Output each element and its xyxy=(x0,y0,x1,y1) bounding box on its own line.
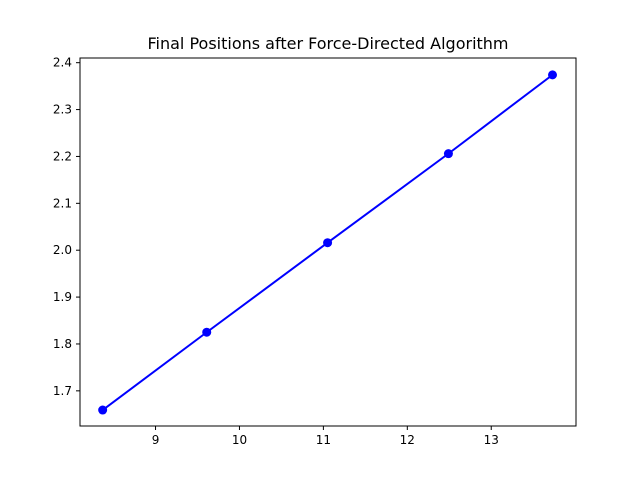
data-point xyxy=(548,70,558,80)
y-tick-label: 2.1 xyxy=(53,196,72,210)
data-point xyxy=(443,149,453,159)
y-tick-label: 2.4 xyxy=(53,56,72,70)
x-tick-label: 12 xyxy=(400,433,415,447)
data-point xyxy=(202,327,212,337)
data-point xyxy=(98,405,108,415)
y-tick-label: 1.8 xyxy=(53,337,72,351)
x-tick-label: 11 xyxy=(316,433,331,447)
y-tick-label: 2.2 xyxy=(53,149,72,163)
x-tick-label: 13 xyxy=(484,433,499,447)
chart-title: Final Positions after Force-Directed Alg… xyxy=(147,34,508,53)
x-tick-label: 10 xyxy=(232,433,247,447)
y-tick-label: 1.9 xyxy=(53,290,72,304)
data-point xyxy=(323,238,333,248)
y-tick-label: 2.0 xyxy=(53,243,72,257)
plot-area: 9 10 11 12 13 1.7 1.8 1.9 2.0 2.1 2.2 2.3 2.4 xyxy=(53,56,577,447)
y-tick-label: 2.3 xyxy=(53,103,72,117)
x-tick-label: 9 xyxy=(152,433,160,447)
axes-frame xyxy=(79,57,577,427)
y-tick-label: 1.7 xyxy=(53,384,72,398)
